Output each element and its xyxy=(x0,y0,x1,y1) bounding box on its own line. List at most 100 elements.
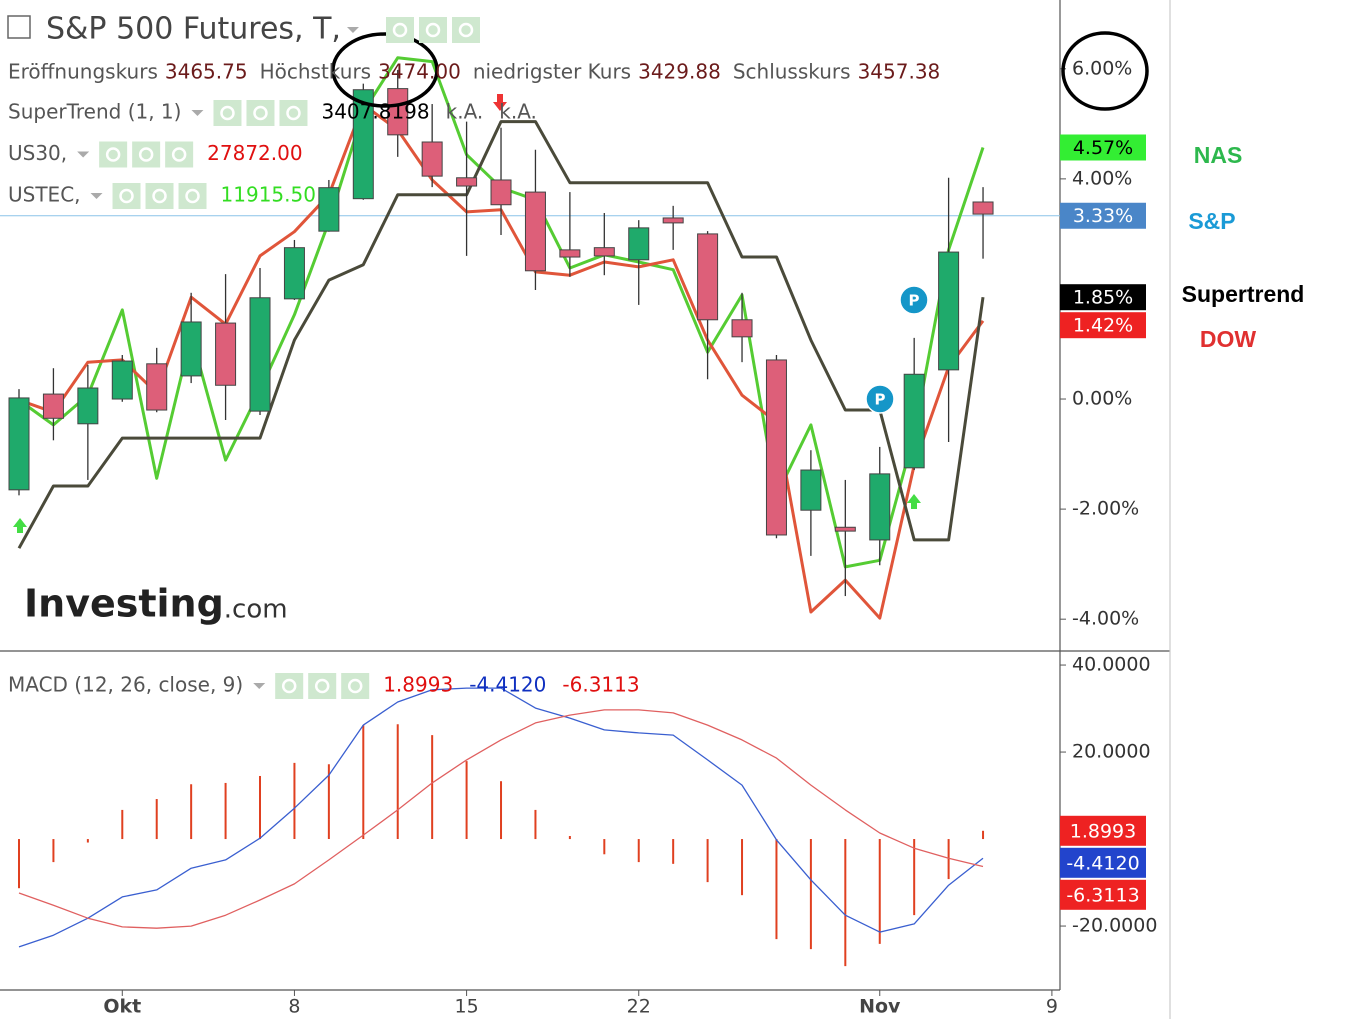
price-badge-label: -6.3113 xyxy=(1066,884,1139,906)
candle-body xyxy=(318,187,340,232)
legend-text: 1.8993 xyxy=(383,673,453,697)
price-badge xyxy=(1060,202,1146,229)
candle-body xyxy=(524,191,546,272)
candle-body xyxy=(283,247,305,300)
legend-text: -6.3113 xyxy=(562,673,639,697)
price-badge-label: 1.8993 xyxy=(1070,820,1136,842)
indicator-name: MACD (12, 26, close, 9) xyxy=(8,673,243,697)
series-label: DOW xyxy=(1200,326,1257,352)
collapse-icon[interactable] xyxy=(7,15,31,39)
candle-body xyxy=(8,397,30,491)
dropdown-caret[interactable] xyxy=(253,683,266,689)
decorations: P P xyxy=(7,15,1149,533)
control-glyph xyxy=(253,105,268,121)
control-icon[interactable] xyxy=(213,100,242,126)
dropdown-caret[interactable] xyxy=(90,193,103,199)
legend-text: 3457.38 xyxy=(858,60,941,84)
price-badge xyxy=(1060,847,1146,878)
pivot-marker xyxy=(899,285,929,315)
candle-body xyxy=(111,360,133,400)
price-badge xyxy=(1060,312,1146,339)
candle-body xyxy=(490,179,512,206)
control-icon[interactable] xyxy=(165,141,194,168)
y-tick-label: -4.00% xyxy=(1072,608,1139,630)
control-icon[interactable] xyxy=(386,17,414,43)
candle-body xyxy=(697,233,719,321)
highlight-circle xyxy=(331,32,439,108)
price-badge xyxy=(1060,134,1146,161)
series-label: NAS xyxy=(1194,142,1243,168)
candle-body xyxy=(42,393,64,419)
candle-body xyxy=(146,363,168,411)
control-icon[interactable] xyxy=(452,17,480,43)
series-label: S&P xyxy=(1188,208,1235,234)
legend-text: -4.4120 xyxy=(469,673,546,697)
y-tick-label: 40.0000 xyxy=(1072,654,1151,676)
dropdown-caret[interactable] xyxy=(346,27,359,33)
y-tick-label: 0.00% xyxy=(1072,388,1132,410)
control-icon[interactable] xyxy=(341,673,370,699)
control-icon[interactable] xyxy=(419,17,447,43)
legend-text: 3407.8198 xyxy=(321,100,429,124)
candle-body xyxy=(938,251,960,371)
legend-text: 27872.00 xyxy=(207,141,302,165)
candle-body xyxy=(593,247,615,257)
indicator-name: SuperTrend (1, 1) xyxy=(8,100,181,124)
dropdown-caret[interactable] xyxy=(191,110,204,116)
x-tick-label: 9 xyxy=(1046,996,1058,1018)
legend-text: 3465.75 xyxy=(165,60,248,84)
candle-body xyxy=(249,297,271,412)
y-tick-label: 20.0000 xyxy=(1072,741,1151,763)
control-glyph xyxy=(458,22,474,38)
price-badge xyxy=(1060,879,1146,910)
control-glyph xyxy=(105,147,121,162)
candle-body xyxy=(765,359,787,536)
candle-body xyxy=(180,321,202,377)
plot: -4.00% -2.00% 0.00% 4.00% 6.00% 4.57% 3.33% 1.8… xyxy=(0,56,1304,1018)
buy-arrow xyxy=(907,494,921,509)
candle-body xyxy=(456,177,478,187)
price-badge xyxy=(1060,284,1146,311)
watermark: .com xyxy=(224,595,288,625)
price-badge-label: 1.42% xyxy=(1073,315,1133,337)
control-icon[interactable] xyxy=(246,100,275,126)
control-icon[interactable] xyxy=(308,673,337,699)
control-glyph xyxy=(119,188,134,204)
candle-body xyxy=(972,201,994,215)
y-tick-label: -20.0000 xyxy=(1072,915,1157,937)
control-icon[interactable] xyxy=(145,183,174,209)
candle-body xyxy=(903,373,925,469)
control-glyph xyxy=(185,188,200,204)
dropdown-caret[interactable] xyxy=(77,151,90,158)
control-icon[interactable] xyxy=(275,673,304,699)
highlight-circle xyxy=(1061,31,1149,111)
control-icon[interactable] xyxy=(178,183,207,209)
buy-arrow xyxy=(13,518,27,533)
legend-text: niedrigster Kurs xyxy=(473,60,631,84)
control-glyph xyxy=(171,147,187,162)
legend-text: Höchstkurs xyxy=(260,60,372,84)
control-icon[interactable] xyxy=(279,100,308,126)
control-icon[interactable] xyxy=(132,141,161,168)
control-glyph xyxy=(152,188,167,204)
x-tick-label: Nov xyxy=(859,996,901,1018)
series-line xyxy=(18,687,984,948)
control-glyph xyxy=(392,22,408,38)
control-icon[interactable] xyxy=(99,141,128,168)
x-tick-label: Okt xyxy=(103,996,141,1018)
candle-body xyxy=(662,217,684,224)
y-tick-label: 4.00% xyxy=(1072,167,1132,189)
watermark: Investing xyxy=(24,582,224,626)
chart-title: S&P 500 Futures, T, xyxy=(46,12,341,47)
sell-arrow xyxy=(493,94,507,111)
pivot-icon: P xyxy=(909,292,920,310)
control-icon[interactable] xyxy=(112,183,141,209)
y-tick-label: -2.00% xyxy=(1072,498,1139,520)
price-badge-label: -4.4120 xyxy=(1066,852,1139,874)
control-glyph xyxy=(281,678,297,694)
candle-body xyxy=(559,249,581,258)
